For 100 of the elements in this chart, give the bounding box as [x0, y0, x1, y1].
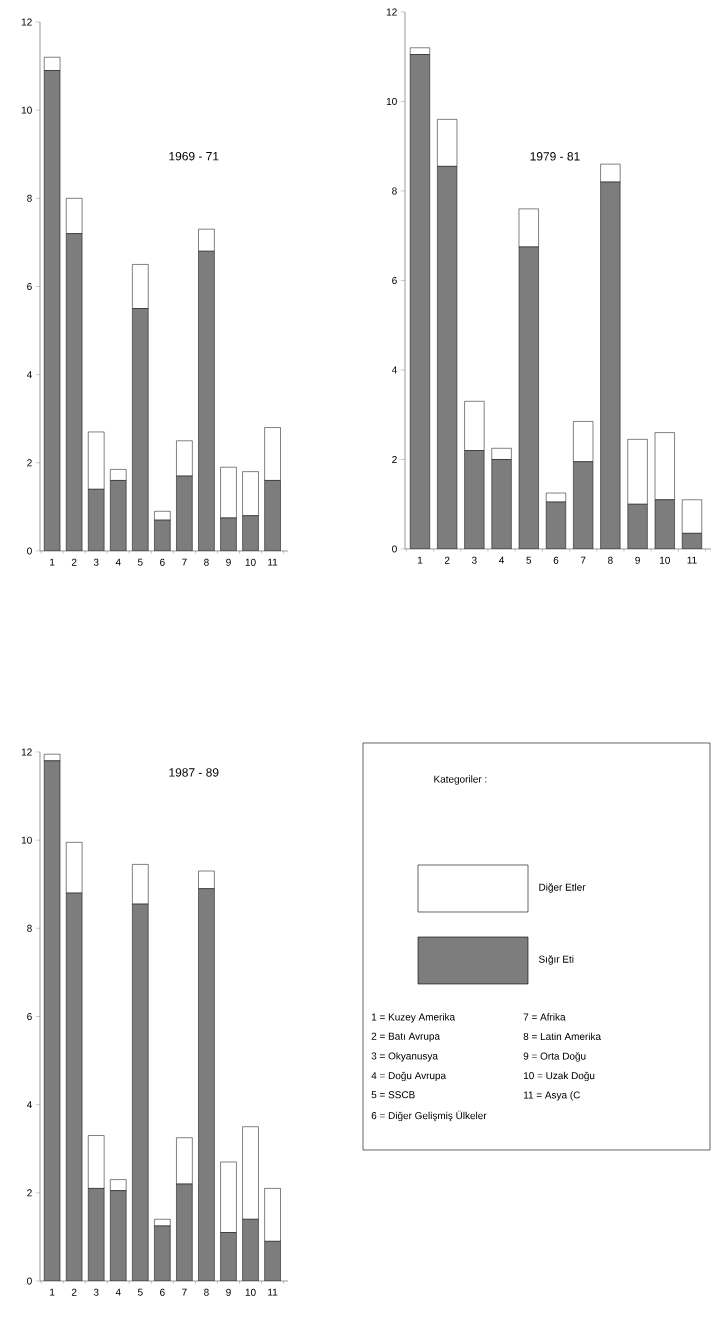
- bar: [110, 469, 127, 481]
- bar: [132, 308, 149, 551]
- bar: [176, 1184, 193, 1281]
- text: 11 = Asya (C: [523, 1091, 580, 1101]
- y-tick-label: 12: [386, 8, 397, 16]
- bar: [176, 476, 193, 551]
- y-tick-label: 12: [21, 18, 32, 26]
- text: 10 = Uzak Doğu: [523, 1071, 595, 1082]
- bar: [88, 1135, 105, 1189]
- bar: [573, 421, 594, 462]
- x-tick-label: 1: [50, 558, 55, 566]
- bar: [132, 864, 149, 905]
- y-tick-label: 0: [27, 547, 32, 555]
- x-tick-label: 5: [526, 556, 532, 564]
- x-tick-label: 8: [204, 1288, 209, 1296]
- y-tick-label: 10: [21, 836, 32, 844]
- legend-title: Kategoriler :: [434, 775, 487, 785]
- y-tick-label: 10: [21, 106, 32, 114]
- bar: [437, 119, 458, 167]
- bar: [110, 1190, 127, 1281]
- text: Sığır Eti: [538, 955, 574, 965]
- bar: [654, 432, 675, 500]
- bar: [264, 1241, 281, 1281]
- bar: [518, 246, 539, 549]
- text: 6 = Diğer Gelişmiş Ülkeler: [371, 1110, 487, 1122]
- x-tick-label: 2: [444, 556, 450, 564]
- x-tick-label: 7: [182, 558, 187, 566]
- y-tick-label: 2: [392, 456, 397, 463]
- y-tick-label: 6: [27, 1012, 32, 1021]
- x-tick-label: 9: [226, 558, 231, 566]
- y-tick-label: 8: [27, 194, 32, 202]
- y-tick-label: 0: [27, 1277, 32, 1285]
- x-tick-label: 7: [580, 556, 586, 564]
- text: Diğer Etler: [539, 883, 586, 893]
- x-tick-label: 3: [93, 1288, 99, 1296]
- x-tick-label: 10: [660, 556, 670, 564]
- x-tick-label: 6: [553, 556, 559, 564]
- bar: [132, 264, 149, 309]
- bar: [88, 431, 105, 490]
- x-tick-label: 7: [182, 1288, 187, 1296]
- x-tick-label: 9: [635, 556, 640, 564]
- bar: [198, 228, 215, 252]
- x-tick-label: 5: [137, 1288, 143, 1296]
- bar: [654, 499, 675, 549]
- text: 1 = Kuzey Amerika: [371, 1013, 456, 1023]
- x-tick-label: 9: [226, 1288, 231, 1296]
- bar: [627, 504, 648, 549]
- bar: [518, 208, 539, 248]
- bar: [491, 448, 512, 460]
- x-tick-label: 4: [115, 558, 121, 566]
- y-tick-label: 4: [391, 366, 397, 374]
- bar: [198, 888, 215, 1281]
- x-tick-label: 2: [71, 558, 77, 566]
- bar: [600, 163, 621, 183]
- y-tick-label: 8: [27, 924, 32, 932]
- bar: [242, 1126, 259, 1220]
- bar: [242, 515, 259, 551]
- y-tick-label: 6: [27, 282, 32, 290]
- bar: [176, 1137, 193, 1185]
- text: 1969 - 71: [169, 151, 219, 161]
- text: 2 = Batı Avrupa: [371, 1032, 440, 1042]
- bar: [627, 439, 648, 505]
- bar: [198, 870, 215, 889]
- x-tick-label: 5: [137, 558, 143, 566]
- x-tick-label: 6: [160, 1288, 165, 1296]
- y-tick-label: 4: [26, 1101, 32, 1109]
- bar: [154, 1225, 171, 1281]
- text: 7 = Afrika: [523, 1013, 566, 1021]
- x-tick-label: 2: [71, 1288, 77, 1296]
- x-tick-label: 8: [204, 558, 209, 566]
- y-tick-label: 4: [26, 371, 32, 379]
- text: 9 = Orta Doğu: [523, 1052, 586, 1062]
- bar: [600, 182, 621, 549]
- x-tick-label: 6: [160, 558, 165, 566]
- x-tick-label: 10: [245, 558, 256, 566]
- x-tick-label: 8: [608, 556, 613, 564]
- x-tick-label: 4: [115, 1288, 121, 1296]
- y-tick-label: 12: [21, 748, 32, 756]
- x-tick-label: 4: [499, 556, 505, 564]
- bar: [220, 1161, 237, 1233]
- bar: [220, 1232, 237, 1281]
- x-tick-label: 3: [471, 556, 477, 564]
- y-tick-label: 6: [392, 276, 397, 284]
- bar: [132, 904, 149, 1281]
- bar: [464, 401, 485, 451]
- text: 8 = Latin Amerika: [523, 1032, 601, 1041]
- y-tick-label: 2: [27, 1189, 32, 1197]
- x-tick-label: 11: [268, 558, 278, 566]
- bar: [242, 1219, 259, 1281]
- x-tick-label: 1: [50, 1288, 55, 1296]
- x-tick-label: 11: [687, 556, 697, 564]
- bar: [65, 198, 83, 234]
- bar: [491, 459, 512, 549]
- x-tick-label: 1: [417, 556, 423, 564]
- x-tick-label: 11: [268, 1288, 278, 1296]
- bar: [110, 1179, 127, 1191]
- text: 1979 - 81: [530, 152, 580, 161]
- y-tick-label: 8: [392, 187, 397, 195]
- text: 3 = Okyanusya: [371, 1052, 438, 1062]
- bar: [437, 166, 457, 549]
